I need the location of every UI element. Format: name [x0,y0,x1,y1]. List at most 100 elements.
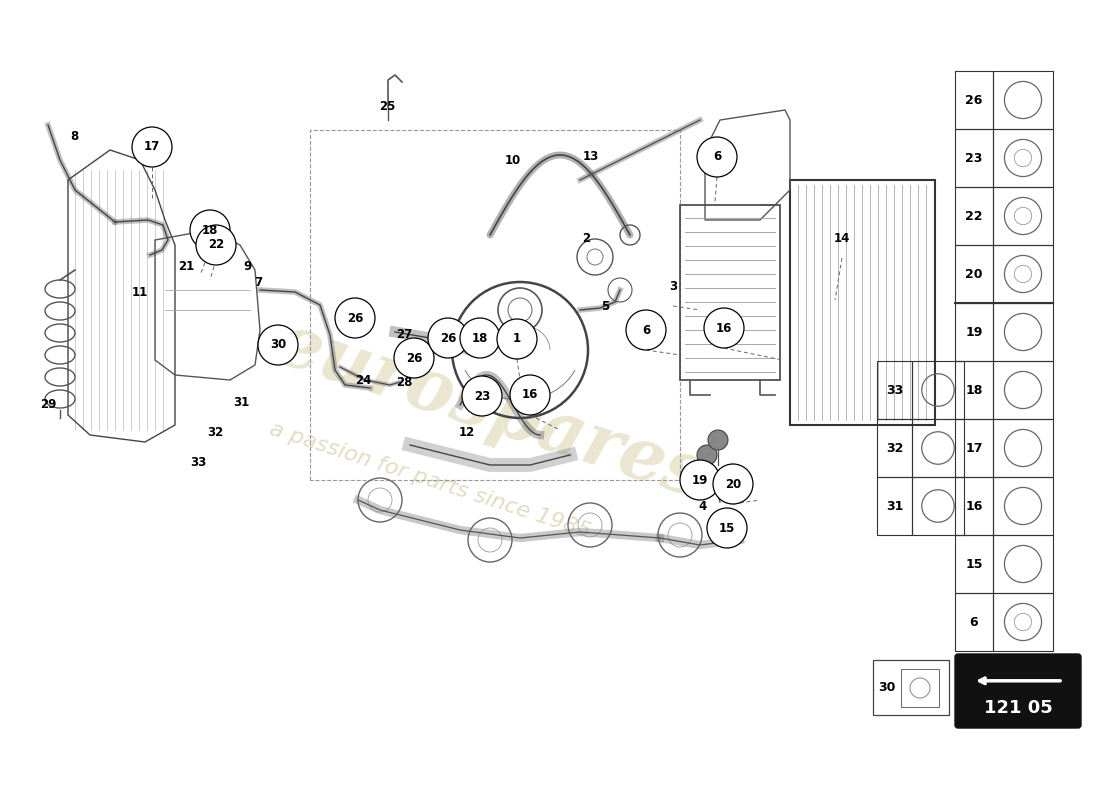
Bar [955,419,993,477]
Text: 11: 11 [132,286,148,299]
Circle shape [428,318,468,358]
Text: 18: 18 [201,223,218,237]
Text: 17: 17 [966,442,982,454]
Circle shape [394,338,435,378]
Bar [912,477,964,535]
Text: 9: 9 [244,261,252,274]
Bar [993,593,1053,651]
Text: 6: 6 [713,150,722,163]
Circle shape [697,137,737,177]
Text: 28: 28 [396,377,412,390]
Text: 1: 1 [513,333,521,346]
Text: 29: 29 [40,398,56,410]
Text: a passion for parts since 1985: a passion for parts since 1985 [267,418,593,542]
Bar [955,187,993,245]
Bar [993,129,1053,187]
Text: 25: 25 [378,101,395,114]
Text: 23: 23 [474,390,491,402]
Circle shape [258,325,298,365]
Text: eurospares: eurospares [266,307,714,513]
Circle shape [626,310,666,350]
Bar [993,477,1053,535]
Circle shape [132,127,172,167]
Bar [955,535,993,593]
Bar [993,245,1053,303]
Text: 6: 6 [970,615,978,629]
Text: 32: 32 [207,426,223,438]
Text: 121 05: 121 05 [983,699,1053,717]
Text: 26: 26 [406,351,422,365]
Bar [873,660,949,715]
Text: 12: 12 [459,426,475,438]
Bar [955,361,993,419]
Text: 26: 26 [346,311,363,325]
Text: 18: 18 [472,331,488,345]
Circle shape [708,430,728,450]
Bar [955,129,993,187]
Text: 16: 16 [716,322,733,334]
Bar [993,419,1053,477]
Bar [955,477,993,535]
Text: 3: 3 [669,279,678,293]
Bar [993,303,1053,361]
Text: 18: 18 [966,383,982,397]
FancyBboxPatch shape [955,654,1081,728]
Circle shape [713,464,754,504]
Bar [955,245,993,303]
Circle shape [196,225,236,265]
Bar [993,71,1053,129]
Text: 22: 22 [208,238,224,251]
Text: 30: 30 [270,338,286,351]
Bar [955,71,993,129]
Bar [955,303,993,361]
Text: 23: 23 [966,151,982,165]
Text: 31: 31 [233,397,249,410]
Text: 30: 30 [878,681,895,694]
Text: 27: 27 [396,327,412,341]
Text: 21: 21 [178,259,194,273]
Text: 19: 19 [692,474,708,486]
Bar [993,361,1053,419]
Bar [790,180,935,425]
Text: 26: 26 [440,331,456,345]
Circle shape [190,210,230,250]
Text: 33: 33 [886,383,903,397]
Bar [993,187,1053,245]
Text: 33: 33 [190,455,206,469]
Circle shape [336,298,375,338]
Circle shape [497,319,537,359]
Text: 24: 24 [355,374,371,386]
Circle shape [697,445,717,465]
Bar [912,361,964,419]
Bar [955,593,993,651]
Text: 15: 15 [966,558,982,570]
Text: 19: 19 [966,326,982,338]
Text: 8: 8 [70,130,78,143]
Text: 5: 5 [601,299,609,313]
Circle shape [704,308,744,348]
Bar [912,419,964,477]
Text: 16: 16 [521,389,538,402]
Circle shape [462,376,502,416]
Bar [877,477,912,535]
Bar [877,361,912,419]
Text: 17: 17 [144,141,161,154]
Text: 6: 6 [642,323,650,337]
Circle shape [680,460,720,500]
Text: 22: 22 [966,210,982,222]
Text: 32: 32 [886,442,903,454]
Text: 4: 4 [698,501,707,514]
Text: 26: 26 [966,94,982,106]
Circle shape [510,375,550,415]
Bar [680,205,780,380]
Bar [993,535,1053,593]
Bar [877,419,912,477]
Text: 14: 14 [834,231,850,245]
Text: 7: 7 [254,277,262,290]
Circle shape [707,508,747,548]
Text: 13: 13 [583,150,600,162]
Text: 20: 20 [725,478,741,490]
Text: 15: 15 [718,522,735,534]
Text: 20: 20 [966,267,982,281]
Text: 10: 10 [505,154,521,166]
